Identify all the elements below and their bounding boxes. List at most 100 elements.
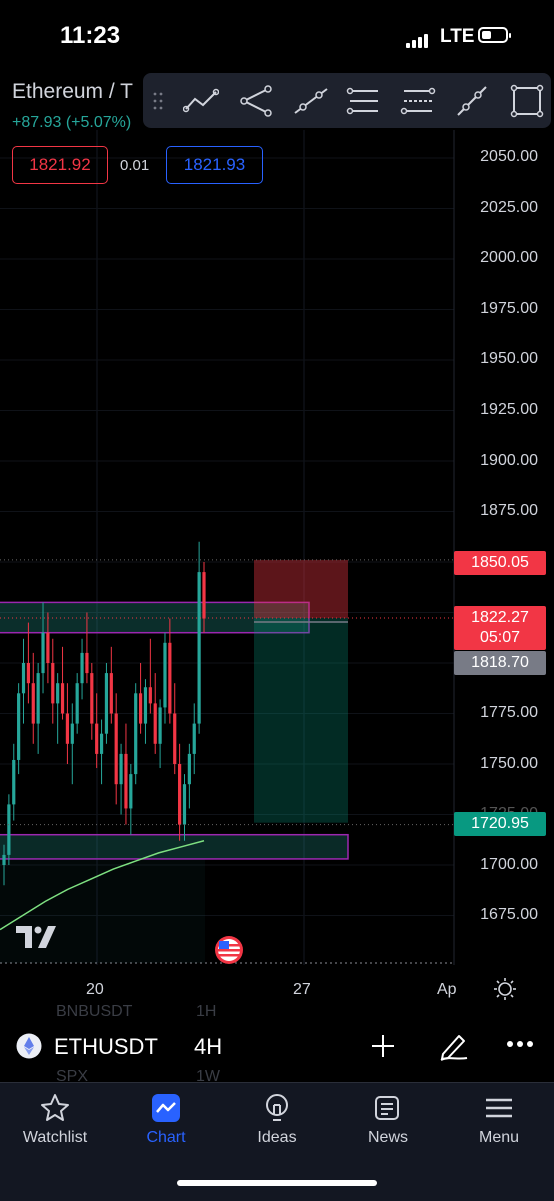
candle [187, 743, 191, 809]
candle-body [114, 713, 118, 785]
rectangle-icon[interactable] [509, 83, 545, 119]
candle-body [12, 759, 16, 805]
ethereum-logo-icon [16, 1033, 42, 1059]
price-axis-label: 1975.00 [480, 300, 538, 317]
candle [56, 673, 60, 744]
candle [60, 646, 65, 720]
chart-symbol-title[interactable]: Ethereum / T [12, 80, 133, 103]
candle [173, 683, 177, 775]
regression-trend-icon[interactable] [400, 83, 436, 119]
us-flag-event-icon[interactable] [214, 935, 244, 965]
chart-icon [152, 1094, 180, 1122]
candle [7, 794, 11, 865]
tab-chart[interactable]: Chart [111, 1083, 221, 1161]
candle-body [168, 642, 172, 714]
news-icon [375, 1096, 399, 1120]
candle-body [187, 753, 191, 785]
candle-body [85, 652, 89, 674]
candle-body [134, 693, 138, 775]
parallel-channel-icon[interactable] [346, 83, 382, 119]
candle [26, 622, 30, 704]
symbol-name-button[interactable]: ETHUSDT [54, 1034, 158, 1059]
price-axis-label: 2025.00 [480, 199, 538, 216]
candle [124, 723, 128, 825]
candle [41, 602, 45, 694]
last-price-tag: 1822.27 05:07 [454, 606, 546, 650]
buy-price-button[interactable]: 1821.93 [166, 146, 263, 184]
candle [99, 719, 104, 785]
chart-settings-icon[interactable] [493, 977, 517, 1001]
network-label: LTE [440, 26, 475, 47]
candle [163, 632, 167, 724]
take-profit-area [254, 618, 348, 823]
time-axis-label: 27 [293, 981, 311, 998]
price-lines [0, 559, 454, 826]
candle [129, 764, 133, 835]
chart-grid [0, 130, 455, 965]
candle-body [143, 687, 148, 724]
candle [90, 663, 94, 740]
drawing-pen-icon[interactable] [437, 1030, 469, 1062]
info-line-icon[interactable] [454, 83, 490, 119]
tab-label: News [367, 1129, 408, 1146]
candle [192, 703, 196, 775]
status-time: 11:23 [60, 22, 121, 49]
take-profit-tag: 1720.95 [454, 812, 546, 836]
candle-body [36, 673, 40, 724]
candle-body [56, 683, 60, 704]
candle [143, 679, 148, 744]
price-axis-label: 1775.00 [480, 704, 538, 721]
candle [178, 743, 182, 841]
candle-body [124, 753, 128, 809]
battery-icon [478, 27, 511, 43]
candle [148, 638, 152, 714]
ghost-symbol: SPX [56, 1068, 89, 1085]
tab-menu[interactable]: Menu [444, 1083, 554, 1161]
candle-body [129, 774, 133, 809]
last-price-value: 1822.27 [471, 609, 529, 626]
interval-button[interactable]: 4H [194, 1034, 223, 1059]
drag-handle-icon[interactable] [153, 91, 163, 111]
trend-line-icon[interactable] [183, 83, 219, 119]
candle-body [60, 683, 65, 714]
candle-body [148, 687, 152, 704]
home-indicator [177, 1180, 377, 1186]
candle-body [202, 572, 206, 619]
price-chart[interactable] [0, 130, 554, 980]
candle [95, 693, 99, 769]
candle-body [153, 703, 157, 744]
price-change: +87.93 (+5.07%) [12, 114, 132, 131]
ray-icon[interactable] [238, 83, 274, 119]
candle-body [163, 642, 167, 708]
stop-loss-tag: 1850.05 [454, 551, 546, 575]
moving-average-line [0, 840, 205, 931]
candle [80, 638, 84, 700]
candle [202, 562, 206, 633]
candle-body [65, 713, 70, 744]
candle [2, 844, 6, 886]
resistance-zone [0, 601, 310, 634]
support-zone [0, 833, 349, 860]
candle-body [182, 784, 187, 825]
candle-body [51, 663, 55, 704]
extended-line-icon[interactable] [293, 83, 329, 119]
more-options-icon[interactable] [506, 1038, 534, 1050]
time-axis-label: 20 [86, 981, 104, 998]
candle-body [178, 764, 182, 825]
sell-price-button[interactable]: 1821.92 [12, 146, 108, 184]
menu-icon [486, 1098, 512, 1118]
symbol-bar [0, 1020, 554, 1078]
candle-body [80, 652, 84, 684]
candle [153, 673, 157, 754]
candle-body [104, 673, 109, 734]
candle-body [41, 632, 45, 674]
candle [70, 703, 74, 785]
candle-body [2, 854, 6, 865]
lightbulb-icon [266, 1094, 288, 1121]
tab-watchlist[interactable]: Watchlist [0, 1083, 110, 1161]
candle-body [197, 572, 201, 724]
tab-ideas[interactable]: Ideas [222, 1083, 332, 1161]
add-icon[interactable] [370, 1033, 396, 1059]
candle-body [192, 723, 196, 754]
tab-news[interactable]: News [333, 1083, 443, 1161]
